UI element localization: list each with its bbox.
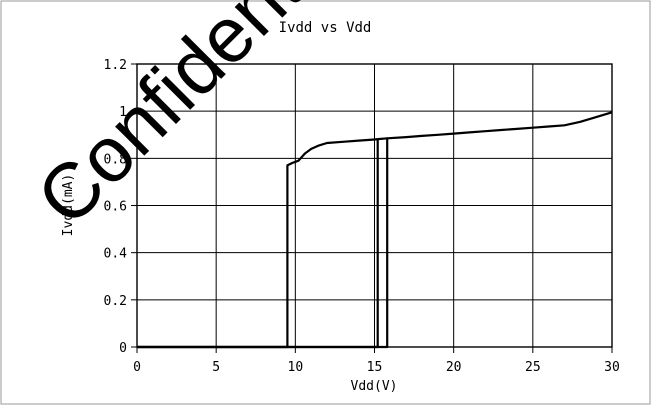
series-line: [137, 138, 389, 349]
y-axis-label: Ivdd(mA): [61, 174, 76, 237]
x-tick-label: 20: [446, 360, 462, 375]
x-tick-label: 30: [604, 360, 620, 375]
chart-title: Ivdd vs Vdd: [279, 20, 372, 36]
y-tick-label: 1.2: [104, 58, 127, 73]
x-tick-label: 5: [212, 360, 220, 375]
x-tick-label: 15: [367, 360, 383, 375]
x-tick-label: 25: [525, 360, 541, 375]
x-tick-label: 10: [288, 360, 304, 375]
y-tick-label: 0.6: [104, 200, 127, 215]
x-tick-label: 0: [133, 360, 141, 375]
y-tick-label: 0.8: [104, 152, 127, 167]
x-axis-label: Vdd(V): [351, 379, 398, 394]
y-tick-label: 0.2: [104, 294, 127, 309]
y-tick-label: 0: [119, 341, 127, 356]
y-tick-labels: 0 0.2 0.4 0.6 0.8 1 1.2: [104, 58, 137, 356]
series-lines: [137, 111, 613, 349]
series-line: [137, 111, 613, 349]
y-tick-label: 1: [119, 105, 127, 120]
y-tick-label: 0.4: [104, 247, 128, 262]
